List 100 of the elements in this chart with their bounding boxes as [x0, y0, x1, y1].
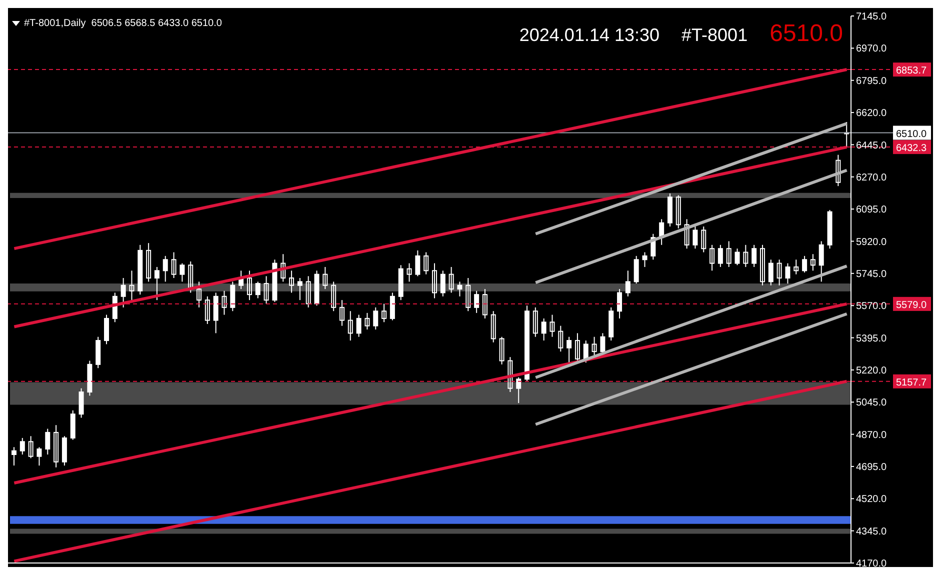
- candlestick: [726, 240, 732, 268]
- y-tick-label: 5570.0: [856, 301, 888, 312]
- candlestick: [364, 312, 370, 330]
- y-tick-label: 4345.0: [856, 526, 888, 538]
- candlestick: [474, 290, 480, 314]
- candlestick: [482, 288, 488, 319]
- candlestick: [810, 254, 816, 272]
- candlestick: [54, 424, 59, 468]
- y-tick-label: 6970.0: [856, 44, 888, 55]
- ref-line-label: 6510.0: [896, 128, 928, 140]
- candlestick: [558, 325, 564, 352]
- candlestick: [776, 259, 782, 286]
- annotation: 2024.01.14 13:30: [519, 25, 660, 46]
- y-tick-label: 4870.0: [856, 430, 888, 441]
- candlestick: [331, 281, 336, 312]
- candlestick: [516, 376, 522, 404]
- candlestick: [743, 244, 748, 268]
- candlestick: [794, 259, 799, 275]
- y-tick-label: 5745.0: [856, 268, 888, 280]
- candlestick: [466, 278, 471, 312]
- candlestick: [180, 262, 185, 282]
- candlestick: [836, 154, 841, 187]
- candlestick: [222, 290, 227, 316]
- y-tick-label: 5920.0: [856, 236, 888, 248]
- candlestick: [634, 255, 639, 284]
- candlestick: [280, 254, 286, 282]
- candlestick: [264, 276, 269, 304]
- candlestick: [348, 310, 353, 342]
- candlestick: [768, 259, 774, 286]
- candlestick: [424, 252, 429, 275]
- candlestick: [28, 436, 34, 459]
- candlestick: [415, 250, 420, 277]
- candlestick: [734, 248, 740, 266]
- candlestick: [188, 260, 194, 294]
- candlestick: [457, 281, 462, 297]
- candlestick: [752, 244, 757, 268]
- y-tick-label: 4695.0: [856, 462, 888, 474]
- y-tick-label: 6095.0: [856, 204, 888, 216]
- candlestick: [373, 306, 378, 330]
- candlestick: [204, 296, 210, 324]
- ref-line-label: 5157.7: [896, 377, 928, 388]
- candlestick: [120, 278, 126, 308]
- ref-line-label: 5579.0: [896, 300, 928, 311]
- candlestick: [213, 292, 218, 334]
- candlestick: [322, 266, 328, 290]
- ref-line-label: 6432.3: [896, 143, 928, 154]
- candlestick: [541, 318, 546, 342]
- y-tick-label: 7145.0: [856, 12, 888, 23]
- candlestick: [406, 262, 412, 282]
- candlestick: [718, 244, 723, 268]
- candlestick: [508, 356, 513, 393]
- candlestick: [154, 266, 160, 301]
- candlestick: [382, 303, 387, 323]
- y-tick-label: 5220.0: [856, 365, 888, 376]
- candlestick: [390, 292, 395, 321]
- y-tick-label: 4520.0: [856, 494, 888, 506]
- candlestick: [701, 226, 706, 253]
- candlestick: [196, 281, 202, 308]
- candlestick: [104, 314, 110, 345]
- candlestick: [78, 388, 84, 418]
- candlestick: [171, 252, 176, 279]
- candlestick: [448, 266, 454, 294]
- y-tick-label: 4170.0: [856, 558, 888, 570]
- annotation: 6510.0: [770, 20, 843, 48]
- candlestick: [592, 336, 597, 356]
- candlestick: [617, 288, 622, 319]
- candlestick: [162, 255, 168, 282]
- candlestick: [676, 194, 681, 229]
- candlestick: [70, 410, 76, 440]
- candlestick: [574, 332, 580, 364]
- candlestick: [146, 242, 152, 282]
- candlestick: [36, 446, 42, 466]
- candlestick: [818, 240, 824, 282]
- candlestick: [62, 436, 67, 466]
- candlestick: [760, 244, 765, 286]
- candlestick: [306, 276, 311, 308]
- candlestick: [692, 226, 698, 250]
- candlestick: [230, 281, 236, 312]
- candlestick: [20, 437, 25, 456]
- candlestick: [499, 336, 504, 365]
- candlestick: [440, 270, 446, 297]
- y-tick-label: 6620.0: [856, 108, 888, 120]
- candlestick: [785, 262, 790, 284]
- y-tick-label: 5395.0: [856, 333, 888, 344]
- candlestick: [246, 270, 252, 301]
- candlestick: [802, 255, 808, 273]
- candlestick: [255, 281, 260, 299]
- y-tick-label: 6445.0: [856, 140, 888, 152]
- candlestick: [12, 446, 16, 466]
- candlestick: [96, 336, 101, 369]
- candlestick: [289, 270, 294, 294]
- y-tick-label: 5045.0: [856, 398, 888, 409]
- ref-line-label: 6853.7: [896, 66, 928, 77]
- candlestick: [550, 314, 555, 338]
- y-tick-label: 6270.0: [856, 172, 888, 184]
- candlestick: [339, 300, 344, 326]
- candlestick: [625, 270, 630, 297]
- candlestick: [356, 314, 362, 338]
- annotation: #T-8001: [682, 25, 748, 46]
- candlestick: [45, 428, 50, 456]
